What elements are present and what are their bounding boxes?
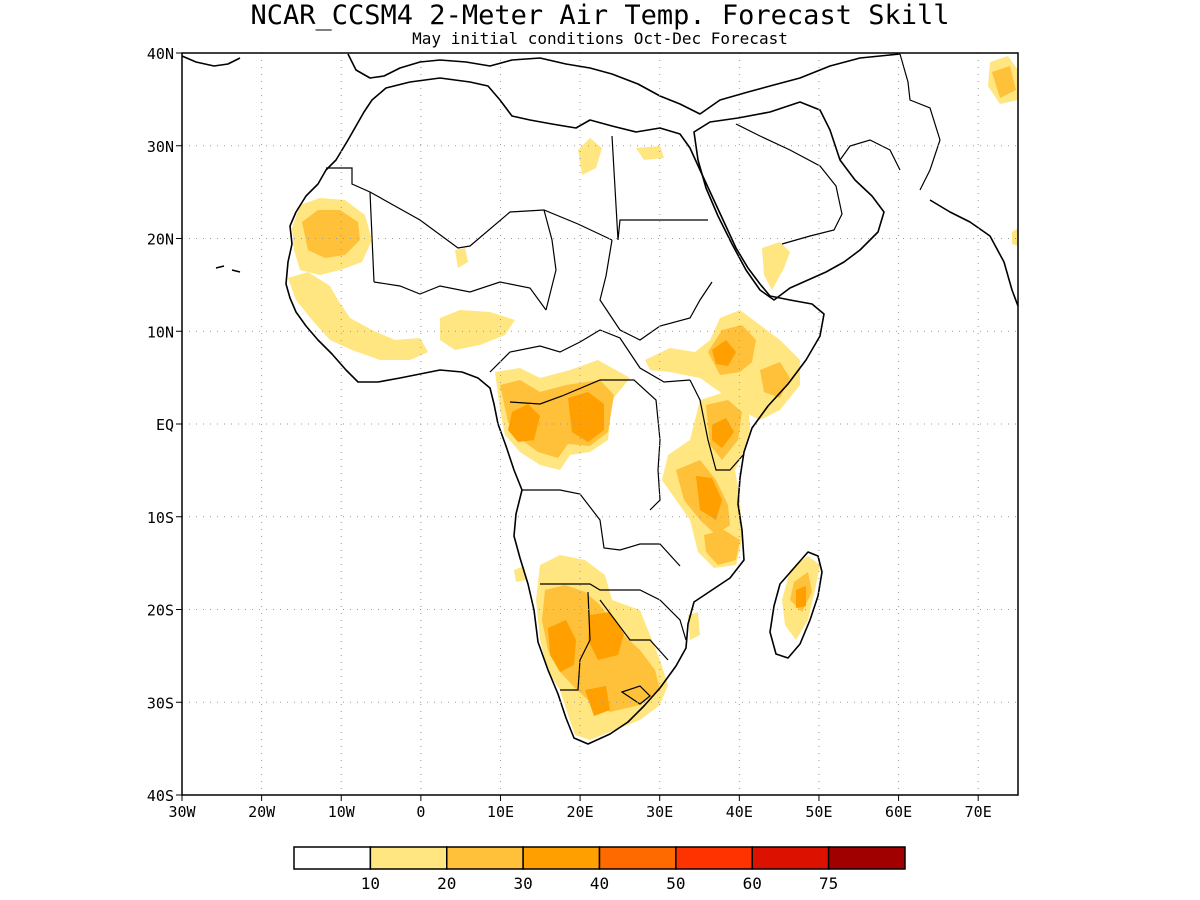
europe-coastline [181, 53, 901, 115]
colorbar-swatch [675, 846, 753, 870]
border-gulf [839, 139, 901, 171]
gridline-layer [182, 53, 1018, 795]
colorbar-label: 50 [666, 874, 685, 893]
map-frame [181, 52, 1019, 796]
lat-tick-label: 20S [147, 602, 174, 620]
skill-region-kenya-inner [712, 418, 734, 448]
border-east [689, 379, 745, 471]
lat-tick-label: 10N [147, 323, 174, 341]
coastline-layer [181, 53, 1019, 745]
colorbar-label: 60 [743, 874, 762, 893]
lon-tick-label: 20E [567, 803, 594, 821]
colorbar-label: 10 [361, 874, 380, 893]
skill-region-mozambique-core [704, 530, 740, 565]
skill-region-iran-core [992, 66, 1016, 98]
arabia-coastline [693, 101, 885, 301]
border-mauritania [326, 167, 375, 283]
lon-tick-label: 0 [416, 803, 425, 821]
colorbar-label: 40 [590, 874, 609, 893]
lon-tick-label: 40E [726, 803, 753, 821]
lat-tick-label: 10S [147, 509, 174, 527]
border-southern [540, 583, 687, 641]
border-namibia [560, 591, 591, 691]
border-layer [326, 53, 941, 705]
skill-region-libya [578, 138, 602, 175]
lon-tick-label: 60E [885, 803, 912, 821]
skill-region-gabon-core [508, 404, 540, 442]
skill-region-west-sahel-core [302, 210, 360, 258]
colorbar-label: 75 [819, 874, 838, 893]
canary-islands [215, 265, 241, 273]
lon-tick-label: 10E [487, 803, 514, 821]
colorbar-swatch [827, 846, 906, 870]
skill-region-egypt [636, 146, 664, 160]
africa-coastline [285, 77, 825, 745]
skill-region-sahel-dot [455, 248, 468, 268]
skill-level-30-40 [508, 340, 806, 716]
colorbar-label: 20 [437, 874, 456, 893]
map-title: NCAR_CCSM4 2-Meter Air Temp. Forecast Sk… [251, 0, 950, 31]
skill-region-india-tip [1012, 228, 1018, 246]
lon-tick-label: 30W [168, 803, 196, 821]
colorbar: 10 20 30 40 50 60 75 [293, 846, 906, 893]
madagascar-coastline [769, 551, 823, 659]
lon-tick-label: 20W [248, 803, 276, 821]
colorbar-swatch [369, 846, 448, 870]
skill-region-guinea-coast [288, 272, 428, 360]
lat-tick-label: 30N [147, 138, 174, 156]
border-algeria-mali [369, 191, 613, 249]
lon-tick-label: 10W [328, 803, 356, 821]
border-angola [522, 489, 681, 567]
india-coastline [929, 199, 1019, 307]
colorbar-swatch [598, 846, 677, 870]
border-sudan [599, 239, 713, 341]
skill-region-namibia-inner [548, 620, 576, 672]
colorbar-swatch [751, 846, 830, 870]
colorbar-swatch [446, 846, 524, 870]
skill-level-20-30 [302, 66, 1016, 712]
colorbar-swatch [293, 846, 372, 870]
map-subtitle: May initial conditions Oct-Dec Forecast [412, 29, 788, 48]
lat-tick-label: 40S [147, 787, 174, 805]
border-lesotho [620, 685, 651, 705]
border-congo [509, 379, 661, 511]
skill-region-congo-core [568, 392, 604, 442]
border-central [489, 329, 691, 383]
colorbar-label: 30 [513, 874, 532, 893]
skill-region-botswana-inner [588, 612, 624, 660]
lon-tick-label: 30E [646, 803, 673, 821]
border-iran [899, 53, 941, 191]
skill-region-tanzania-inner [696, 476, 722, 520]
lat-tick-label: 30S [147, 694, 174, 712]
border-arabia [735, 123, 843, 245]
skill-region-mozambique [688, 612, 700, 640]
lat-tick-label: EQ [156, 416, 174, 434]
border-botswana [599, 599, 669, 661]
skill-fill-layer [288, 56, 1018, 740]
skill-region-ethiopia-inner [712, 340, 736, 366]
border-sahel [373, 281, 547, 311]
lat-tick-label: 20N [147, 231, 174, 249]
border-libya-egypt [611, 135, 708, 241]
lon-tick-label: 70E [965, 803, 992, 821]
skill-region-safrica-inner [585, 686, 610, 716]
skill-region-madagascar-inner [796, 586, 806, 608]
skill-region-nigeria [440, 310, 515, 350]
lat-tick-label: 40N [147, 45, 174, 63]
lon-tick-label: 50E [805, 803, 832, 821]
border-libya-chad [543, 209, 557, 311]
skill-region-yemen [762, 242, 790, 290]
colorbar-swatch [522, 846, 601, 870]
axis-ticks: 30W 20W 10W 0 10E 20E 30E 40E 50E 60E 70E 40N 30N 20N… [147, 45, 992, 821]
